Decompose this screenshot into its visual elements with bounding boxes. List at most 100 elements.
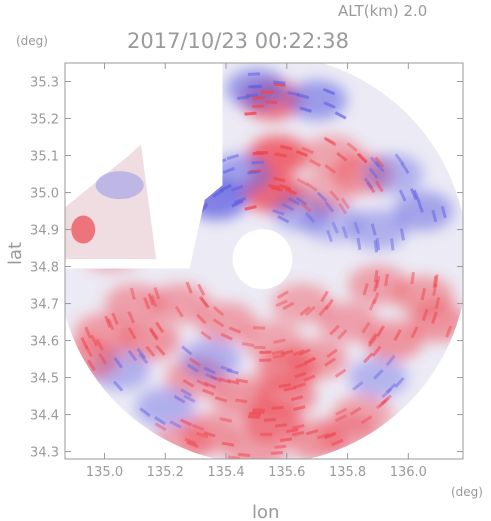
radar-cell xyxy=(65,339,120,380)
radar-speckle xyxy=(417,200,424,213)
x-unit-label: (deg) xyxy=(451,485,483,499)
radar-speckle xyxy=(398,189,407,202)
radar-speckle xyxy=(299,306,311,316)
radar-speckle xyxy=(326,229,333,243)
radar-speckle xyxy=(369,156,381,168)
radar-speckle xyxy=(324,201,335,213)
radar-speckle xyxy=(235,378,248,384)
radar-speckle xyxy=(362,445,375,454)
radar-speckle xyxy=(251,160,264,165)
radar-speckle xyxy=(324,298,334,311)
radar-speckle xyxy=(153,287,161,300)
radar-speckle xyxy=(273,176,286,183)
radar-cell xyxy=(347,265,408,306)
radar-cell xyxy=(135,387,196,428)
radar-speckle xyxy=(270,186,283,192)
radar-speckle xyxy=(127,327,137,340)
radar-speckle xyxy=(90,334,99,347)
radar-cell xyxy=(256,350,317,391)
radar-speckle xyxy=(367,332,378,345)
radar-speckle xyxy=(274,152,287,158)
radar-cell xyxy=(226,431,287,459)
radar-speckle xyxy=(212,306,225,317)
radar-speckle xyxy=(186,363,199,373)
y-tick-label: 35.2 xyxy=(30,113,59,128)
radar-speckle xyxy=(331,221,339,234)
y-tick-label: 34.4 xyxy=(30,409,59,424)
radar-speckle xyxy=(166,454,180,459)
y-tick-label: 34.5 xyxy=(30,372,59,387)
radar-speckle xyxy=(202,388,215,396)
radar-speckle xyxy=(169,420,182,429)
radar-speckle xyxy=(375,399,388,410)
radar-speckle xyxy=(301,146,314,155)
radar-speckle xyxy=(434,274,439,287)
radar-speckle xyxy=(205,372,218,381)
radar-speckle xyxy=(155,344,166,356)
radar-speckle xyxy=(300,202,312,213)
radar-speckle xyxy=(244,205,257,211)
radar-speckle xyxy=(394,153,405,165)
radar-speckle xyxy=(282,203,295,212)
radar-speckle xyxy=(72,357,82,370)
y-unit-label: (deg) xyxy=(16,34,48,48)
radar-speckle xyxy=(256,151,269,155)
radar-speckle xyxy=(111,312,119,325)
radar-speckle xyxy=(309,158,322,168)
radar-speckle xyxy=(226,153,239,161)
radar-speckle xyxy=(253,345,266,350)
radar-cell xyxy=(180,339,241,380)
radar-speckle xyxy=(288,197,301,206)
y-tick-label: 34.6 xyxy=(30,335,59,350)
radar-speckle xyxy=(316,191,328,203)
radar-speckle xyxy=(323,136,336,146)
radar-speckle xyxy=(273,338,286,344)
radar-speckle xyxy=(320,290,329,303)
radar-speckle xyxy=(154,416,166,426)
radar-speckle xyxy=(220,332,233,341)
radar-speckle xyxy=(329,324,340,336)
radar-speckle xyxy=(212,188,225,198)
radar-speckle xyxy=(106,318,115,331)
radar-speckle xyxy=(281,349,294,356)
radar-speckle xyxy=(286,428,299,434)
radar-speckle xyxy=(274,444,287,449)
radar-speckle xyxy=(331,438,344,447)
radar-speckle xyxy=(324,137,337,147)
radar-speckle xyxy=(270,450,283,455)
radar-speckle xyxy=(174,305,184,318)
radar-speckle xyxy=(349,406,362,416)
radar-speckle xyxy=(303,356,317,365)
radar-speckle xyxy=(337,328,348,340)
radar-speckle xyxy=(155,321,165,334)
radar-cell xyxy=(408,302,463,343)
radar-speckle xyxy=(154,422,167,432)
radar-speckle xyxy=(410,272,415,285)
radar-speckle xyxy=(247,84,261,89)
radar-speckle xyxy=(173,394,186,404)
radar-speckle xyxy=(292,424,305,430)
radar-speckle xyxy=(196,431,209,439)
radar-speckle xyxy=(372,292,380,305)
radar-speckle xyxy=(147,293,155,306)
radar-speckle xyxy=(231,199,244,208)
radar-speckle xyxy=(222,166,235,175)
radar-speckle xyxy=(200,297,210,309)
radar-speckle xyxy=(203,366,216,375)
radar-cell xyxy=(196,302,257,343)
radar-cell xyxy=(211,154,272,195)
radar-cell xyxy=(120,320,181,361)
radar-speckle xyxy=(259,350,272,355)
radar-speckle xyxy=(129,287,136,301)
radar-speckle xyxy=(393,329,402,341)
y-tick-label: 34.9 xyxy=(30,224,59,239)
radar-speckle xyxy=(84,345,93,358)
radar-speckle xyxy=(292,349,305,357)
radar-cell xyxy=(347,209,408,250)
radar-cell xyxy=(211,376,272,417)
radar-speckle xyxy=(283,386,297,392)
altitude-label: ALT(km) 2.0 xyxy=(338,2,427,20)
chart-title: 2017/10/23 00:22:38 xyxy=(127,29,349,53)
radar-speckle xyxy=(203,381,217,389)
radar-speckle xyxy=(385,382,397,394)
